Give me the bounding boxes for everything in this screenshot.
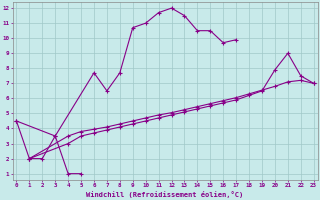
X-axis label: Windchill (Refroidissement éolien,°C): Windchill (Refroidissement éolien,°C) [86, 191, 244, 198]
